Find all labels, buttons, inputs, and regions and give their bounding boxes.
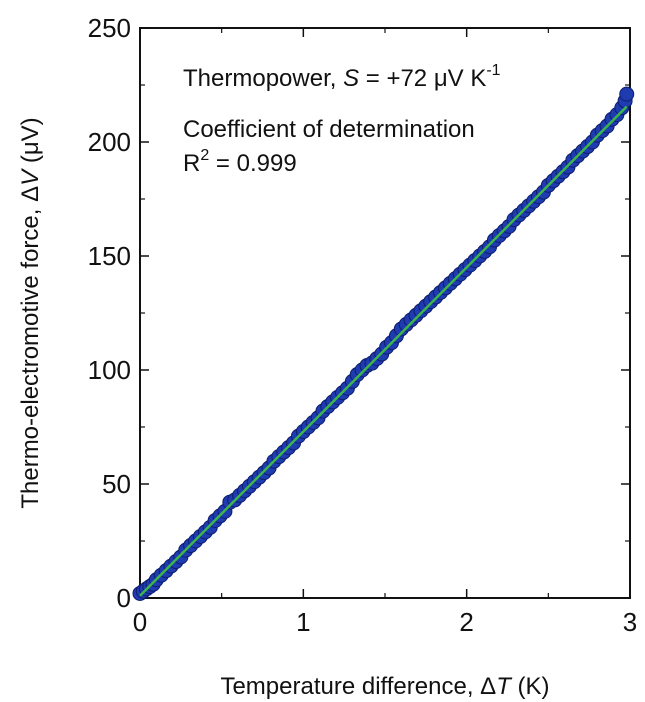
y-tick-label: 200 xyxy=(88,127,131,157)
x-tick-label: 2 xyxy=(459,607,473,637)
y-tick-label: 0 xyxy=(117,583,131,613)
data-point xyxy=(619,86,635,102)
thermopower-annotation: Thermopower, S = +72 μV K-1 xyxy=(183,62,501,92)
y-tick-label: 150 xyxy=(88,241,131,271)
y-tick-label: 50 xyxy=(102,469,131,499)
x-tick-label: 3 xyxy=(623,607,637,637)
axis-ticks xyxy=(139,27,631,599)
coefficient-label: Coefficient of determination xyxy=(183,116,475,143)
x-tick-label: 0 xyxy=(133,607,147,637)
tick-labels: 0 1 2 3 0 50 100 150 200 250 xyxy=(88,13,638,637)
x-axis-label: Temperature difference, ΔT (K) xyxy=(220,673,549,700)
r2-annotation: R2 = 0.999 xyxy=(183,147,297,177)
y-tick-label: 250 xyxy=(88,13,131,43)
y-axis-label: Thermo-electromotive force, ΔV (μV) xyxy=(17,117,44,508)
y-tick-label: 100 xyxy=(88,355,131,385)
data-points xyxy=(132,86,635,601)
x-tick-label: 1 xyxy=(296,607,310,637)
fit-line xyxy=(139,105,628,597)
